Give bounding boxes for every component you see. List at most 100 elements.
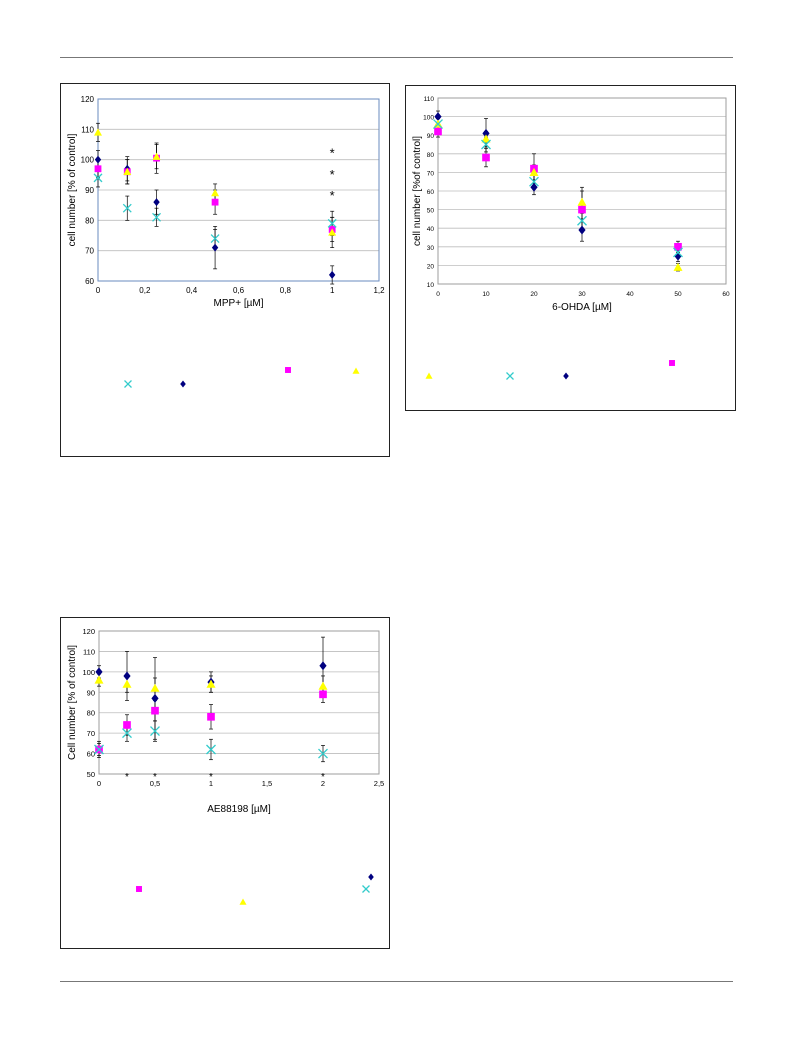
y-tick-label: 50	[427, 208, 435, 215]
x-tick-label: 0,5	[150, 779, 160, 788]
x-tick-label: 0	[97, 779, 101, 788]
chart-panel-ae88198: 50 60 70 80 90 100 110 120 0 0,5 1 1,5 2 2,5 AE88198 […	[60, 617, 390, 949]
data-point-x	[122, 728, 132, 739]
data-point-x	[93, 173, 103, 183]
plot-area-border	[98, 630, 380, 775]
x-tick-label: 30	[578, 291, 586, 298]
data-point-x	[318, 748, 328, 759]
x-tick-label: 60	[722, 291, 730, 298]
y-tick-label: 90	[87, 688, 95, 697]
data-point-triangle	[529, 167, 539, 176]
y-tick-label: 110	[424, 96, 435, 103]
chart-panel-6ohda: 10 20 30 40 50 60 70 80 90 100 110 0 10 20 30 40 50 60 6-O…	[405, 85, 736, 411]
y-tick-label: 90	[85, 186, 94, 195]
data-point-square	[123, 721, 131, 729]
y-tick-label: 10	[427, 282, 435, 289]
y-tick-label: 80	[87, 709, 95, 718]
legend-marker-x	[506, 372, 514, 380]
data-point-diamond	[530, 182, 538, 192]
legend-marker-triangle	[352, 367, 360, 374]
legend-marker-diamond	[368, 873, 374, 881]
x-tick-label: 50	[674, 291, 682, 298]
data-point-x	[577, 215, 587, 226]
x-tick-label: 0	[96, 286, 101, 295]
y-tick-label: 100	[81, 156, 95, 165]
x-tick-label: 40	[626, 291, 634, 298]
data-point-x	[433, 119, 443, 129]
significance-star: *	[125, 772, 129, 783]
data-point-x	[150, 726, 160, 737]
data-point-square	[674, 242, 682, 251]
data-point-square	[207, 712, 215, 721]
data-point-triangle	[481, 134, 491, 143]
data-point-x	[206, 744, 216, 755]
legend-marker-square	[285, 367, 291, 373]
y-tick-label: 70	[427, 170, 435, 177]
y-tick-label: 20	[427, 263, 435, 270]
y-tick-label: 100	[82, 668, 95, 677]
significance-star: *	[330, 188, 335, 203]
chart-ae88198: 50 60 70 80 90 100 110 120 0 0,5 1 1,5 2 2,5 AE88198 […	[67, 627, 384, 905]
x-tick-label: 0,2	[139, 286, 151, 295]
data-point-diamond	[482, 128, 490, 138]
header-rule	[60, 57, 733, 58]
x-tick-label: 10	[482, 291, 490, 298]
data-point-square	[211, 198, 219, 206]
x-axis-label: MPP+ [µM]	[214, 298, 264, 309]
data-point-x	[327, 218, 337, 228]
x-tick-label: 2,5	[374, 779, 384, 788]
legend-marker-diamond	[180, 380, 186, 388]
data-point-diamond	[123, 671, 131, 681]
y-tick-label: 60	[427, 189, 435, 196]
data-point-diamond	[153, 198, 160, 207]
significance-star: *	[330, 146, 335, 161]
legend-marker-x	[362, 885, 370, 893]
data-point-triangle	[673, 262, 683, 271]
data-point-triangle	[94, 128, 102, 136]
y-axis-label: cell number [% of control]	[67, 133, 78, 246]
data-point-triangle	[152, 152, 161, 160]
x-tick-label: 1,5	[262, 779, 272, 788]
x-tick-label: 0	[436, 291, 440, 298]
data-point-diamond	[151, 693, 159, 703]
significance-star: *	[153, 772, 157, 783]
data-point-x	[673, 247, 683, 258]
y-tick-label: 30	[427, 245, 435, 252]
chart-mpp: 60 70 80 90 100 110 120 0 0,2 0,4 0,6 0,8 1 1,2 MPP+ […	[67, 95, 385, 388]
x-tick-label: 2	[321, 779, 325, 788]
data-point-triangle	[150, 683, 160, 692]
data-point-triangle	[122, 679, 132, 688]
x-tick-label: 1,2	[373, 286, 385, 295]
y-tick-label: 60	[87, 750, 95, 759]
footer-rule	[60, 981, 733, 982]
data-point-x	[481, 139, 491, 150]
y-tick-label: 110	[81, 125, 94, 134]
x-tick-label: 0,8	[280, 286, 292, 295]
data-point-diamond	[578, 225, 586, 235]
x-tick-label: 0,4	[186, 286, 198, 295]
y-tick-label: 120	[82, 627, 95, 636]
y-axis-label: Cell number [% of control]	[67, 645, 78, 760]
data-point-diamond	[328, 270, 336, 279]
legend-marker-triangle	[425, 372, 433, 379]
data-point-x	[210, 234, 220, 243]
data-point-diamond	[211, 243, 219, 252]
y-tick-label: 40	[427, 226, 435, 233]
data-point-triangle	[94, 675, 104, 684]
data-point-triangle	[318, 681, 328, 690]
chart-panel-mpp: 60 70 80 90 100 110 120 0 0,2 0,4 0,6 0,8 1 1,2 MPP+ […	[60, 83, 390, 457]
data-point-x	[152, 212, 162, 222]
y-tick-label: 50	[87, 770, 95, 779]
y-tick-label: 80	[85, 216, 94, 225]
legend-marker-square	[669, 360, 675, 366]
y-tick-label: 70	[85, 247, 94, 256]
plot-area-border	[437, 97, 727, 285]
legend-marker-x	[124, 380, 132, 388]
y-tick-label: 80	[427, 152, 435, 159]
y-tick-label: 110	[83, 647, 95, 656]
legend-marker-diamond	[563, 372, 569, 380]
data-point-square	[151, 706, 159, 715]
data-point-triangle	[211, 189, 220, 197]
data-point-diamond	[434, 112, 442, 122]
